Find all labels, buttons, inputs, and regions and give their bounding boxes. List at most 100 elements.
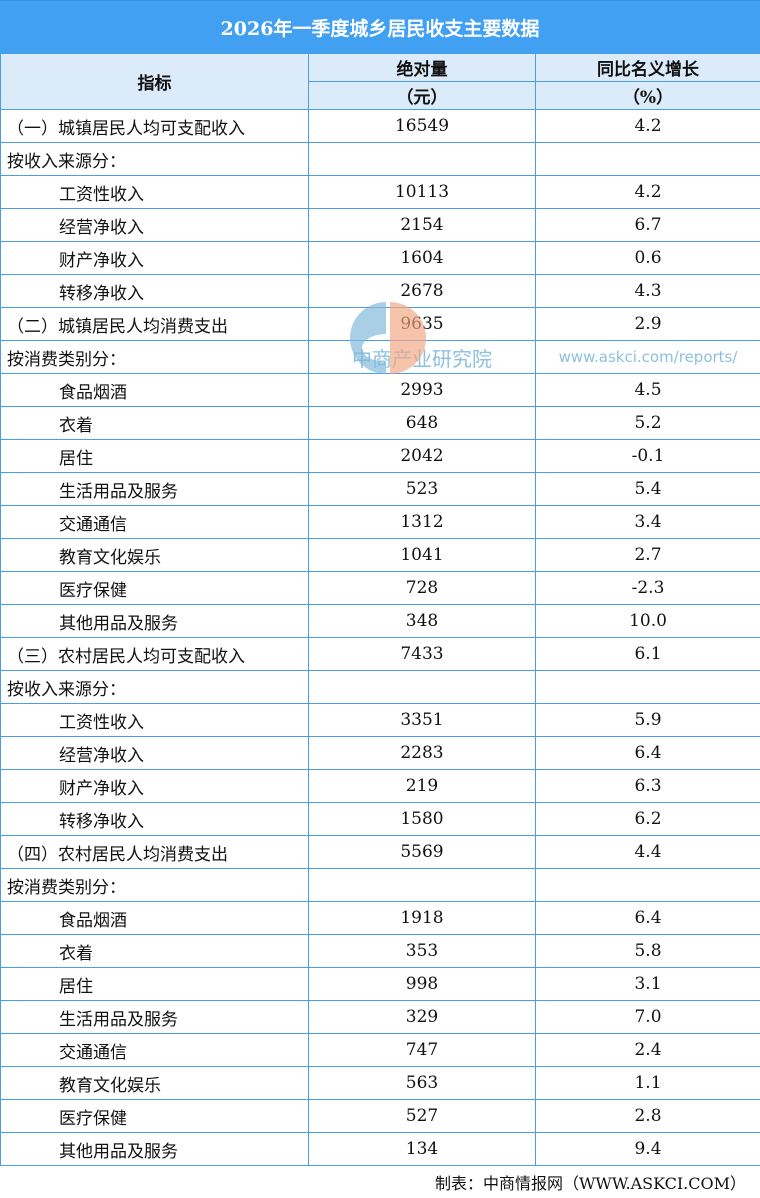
row-growth: www.askci.com/reports/ [536,341,760,374]
row-growth: 4.4 [536,836,760,869]
row-amount [309,143,536,176]
header-amount-unit: （元） [309,82,536,110]
row-label: 教育文化娱乐 [1,1067,309,1100]
row-growth [536,143,760,176]
row-amount: 1580 [309,803,536,836]
table-row: 工资性收入 10113 4.2 [1,176,760,209]
row-growth: 6.7 [536,209,760,242]
table-row: 医疗保健 728 -2.3 [1,572,760,605]
table-row: 转移净收入 1580 6.2 [1,803,760,836]
row-growth: 6.1 [536,638,760,671]
row-label: 按消费类别分： [1,869,309,902]
header-amount: 绝对量 [309,54,536,82]
row-growth: -0.1 [536,440,760,473]
table-row: （二）城镇居民人均消费支出 9635 2.9 [1,308,760,341]
row-label: 财产净收入 [1,242,309,275]
row-amount: 5569 [309,836,536,869]
table-row: 其他用品及服务 134 9.4 [1,1133,760,1166]
row-growth: 6.4 [536,902,760,935]
row-label: 食品烟酒 [1,374,309,407]
row-growth: 9.4 [536,1133,760,1166]
row-amount: 3351 [309,704,536,737]
row-label: 其他用品及服务 [1,605,309,638]
row-growth: 6.2 [536,803,760,836]
table-row: （四）农村居民人均消费支出 5569 4.4 [1,836,760,869]
table-row: 经营净收入 2154 6.7 [1,209,760,242]
row-growth: 2.8 [536,1100,760,1133]
table-row: 食品烟酒 1918 6.4 [1,902,760,935]
header-indicator: 指标 [1,54,309,110]
table-row: 转移净收入 2678 4.3 [1,275,760,308]
table-row: 衣着 353 5.8 [1,935,760,968]
table-row: 生活用品及服务 329 7.0 [1,1001,760,1034]
row-growth: 4.2 [536,176,760,209]
header-growth-unit: （%） [536,82,760,110]
row-growth: 4.5 [536,374,760,407]
row-amount: 523 [309,473,536,506]
table-row: 按消费类别分： 中商产业研究院 www.askci.com/reports/ [1,341,760,374]
row-label: 转移净收入 [1,275,309,308]
table-row: 生活用品及服务 523 5.4 [1,473,760,506]
row-amount: 353 [309,935,536,968]
row-label: 按收入来源分： [1,671,309,704]
row-amount: 2283 [309,737,536,770]
row-label: 经营净收入 [1,737,309,770]
table-row: 经营净收入 2283 6.4 [1,737,760,770]
row-amount [309,671,536,704]
row-label: 经营净收入 [1,209,309,242]
row-label: 医疗保健 [1,1100,309,1133]
row-growth: 2.9 [536,308,760,341]
row-amount: 563 [309,1067,536,1100]
table-row: （一）城镇居民人均可支配收入 16549 4.2 [1,110,760,143]
table-row: 居住 998 3.1 [1,968,760,1001]
row-label: 交通通信 [1,1034,309,1067]
row-growth: 3.1 [536,968,760,1001]
row-amount: 2678 [309,275,536,308]
row-growth: 4.3 [536,275,760,308]
row-amount: 648 [309,407,536,440]
row-label: 衣着 [1,935,309,968]
table-row: 教育文化娱乐 563 1.1 [1,1067,760,1100]
row-amount: 9635 [309,308,536,341]
table-row: 衣着 648 5.2 [1,407,760,440]
row-amount: 1312 [309,506,536,539]
row-label: 医疗保健 [1,572,309,605]
row-label: （一）城镇居民人均可支配收入 [1,110,309,143]
row-label: 转移净收入 [1,803,309,836]
header-growth: 同比名义增长 [536,54,760,82]
row-growth: 6.3 [536,770,760,803]
row-label: 生活用品及服务 [1,473,309,506]
row-amount: 998 [309,968,536,1001]
table-row: 其他用品及服务 348 10.0 [1,605,760,638]
data-table: 指标 绝对量 同比名义增长 （元） （%） （一）城镇居民人均可支配收入 165… [0,53,760,1166]
row-amount: 134 [309,1133,536,1166]
row-growth: 10.0 [536,605,760,638]
row-amount: 1041 [309,539,536,572]
table-row: 按收入来源分： [1,143,760,176]
row-amount: 16549 [309,110,536,143]
table-row: 交通通信 1312 3.4 [1,506,760,539]
row-amount: 747 [309,1034,536,1067]
row-label: 教育文化娱乐 [1,539,309,572]
table-row: 交通通信 747 2.4 [1,1034,760,1067]
row-amount: 527 [309,1100,536,1133]
row-label: 居住 [1,440,309,473]
row-amount: 2154 [309,209,536,242]
table-row: 按消费类别分： [1,869,760,902]
row-amount: 7433 [309,638,536,671]
row-growth: 1.1 [536,1067,760,1100]
row-label: 按收入来源分： [1,143,309,176]
row-label: 工资性收入 [1,704,309,737]
row-amount: 348 [309,605,536,638]
row-label: （二）城镇居民人均消费支出 [1,308,309,341]
row-growth: 5.4 [536,473,760,506]
table-row: 按收入来源分： [1,671,760,704]
row-label: 交通通信 [1,506,309,539]
row-growth: 2.4 [536,1034,760,1067]
table-row: 财产净收入 1604 0.6 [1,242,760,275]
row-growth: 0.6 [536,242,760,275]
row-label: 居住 [1,968,309,1001]
row-label: 工资性收入 [1,176,309,209]
row-amount: 219 [309,770,536,803]
row-label: 其他用品及服务 [1,1133,309,1166]
